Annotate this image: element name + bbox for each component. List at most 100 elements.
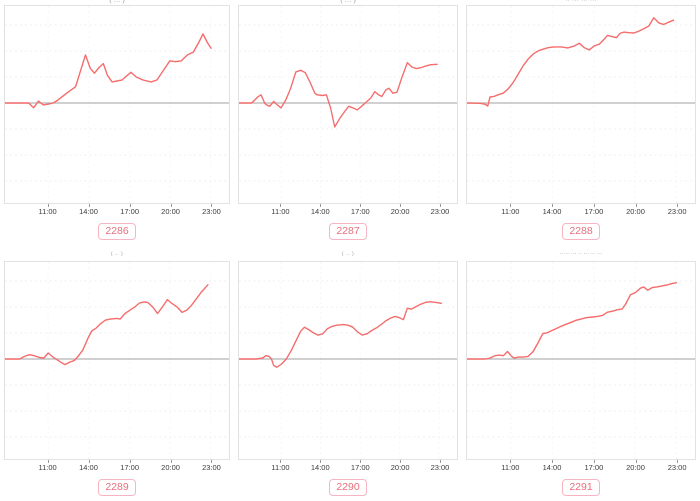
tick-mark bbox=[552, 204, 554, 207]
tick-mark bbox=[439, 204, 441, 207]
tick-mark bbox=[129, 460, 131, 463]
tick-label: 17:00 bbox=[350, 207, 370, 216]
chart-id-badge-2289[interactable]: 2289 bbox=[98, 478, 136, 496]
chart-id-badge-2291[interactable]: 2291 bbox=[562, 478, 600, 496]
tick-mark bbox=[280, 204, 282, 207]
tick-label: 14:00 bbox=[79, 463, 98, 472]
tick-mark bbox=[47, 460, 49, 463]
series-line bbox=[467, 282, 678, 360]
tick-mark bbox=[170, 460, 172, 463]
chart-id-badge-2288[interactable]: 2288 bbox=[562, 222, 600, 240]
tick-label: 11:00 bbox=[501, 463, 520, 472]
tick-mark bbox=[129, 204, 131, 207]
badge-row: 2287 bbox=[234, 217, 462, 245]
tick-label: 20:00 bbox=[626, 463, 645, 472]
chart-id-badge-2286[interactable]: 2286 bbox=[98, 222, 136, 240]
x-axis: 11:00 14:00 17:00 20:00 23:00 bbox=[238, 204, 458, 217]
tick-mark bbox=[677, 204, 679, 207]
chart-plot-area[interactable] bbox=[4, 261, 230, 460]
tick-label: 23:00 bbox=[667, 463, 687, 472]
tick-mark bbox=[552, 460, 554, 463]
x-axis: 11:00 14:00 17:00 20:00 23:00 bbox=[466, 460, 696, 473]
tick-label: 17:00 bbox=[120, 463, 140, 472]
tick-mark bbox=[320, 460, 322, 463]
chart-plot-area[interactable] bbox=[466, 5, 696, 204]
series-line bbox=[239, 301, 442, 368]
tick-mark bbox=[211, 460, 213, 463]
tick-label: 23:00 bbox=[430, 207, 450, 216]
tick-mark bbox=[439, 460, 441, 463]
tick-mark bbox=[211, 204, 213, 207]
chart-title: ( … ) bbox=[111, 251, 123, 256]
tick-label: 17:00 bbox=[584, 463, 604, 472]
tick-mark bbox=[88, 204, 90, 207]
chart-plot-area[interactable] bbox=[238, 261, 458, 460]
chart-panel-2290: ( … ) 11:00 14:00 17:00 20:00 23:00 2290 bbox=[234, 245, 462, 501]
line-chart-svg bbox=[239, 262, 457, 459]
badge-row: 2288 bbox=[462, 217, 700, 245]
chart-id-badge-2287[interactable]: 2287 bbox=[329, 222, 367, 240]
chart-panel-2289: ( … ) 11:00 14:00 17:00 20:00 23:00 2289 bbox=[0, 245, 234, 501]
tick-label: 11:00 bbox=[38, 207, 57, 216]
tick-mark bbox=[400, 460, 402, 463]
chart-title: ( … ) bbox=[340, 0, 356, 4]
chart-plot-area[interactable] bbox=[466, 261, 696, 460]
tick-label: 14:00 bbox=[310, 207, 330, 216]
series-line bbox=[5, 33, 212, 109]
chart-panel-2288: ·· ··· ··· ··· 11:00 14:00 17:00 20:00 23:00… bbox=[462, 0, 700, 245]
tick-label: 20:00 bbox=[161, 207, 180, 216]
tick-mark bbox=[280, 460, 282, 463]
tick-mark bbox=[677, 460, 679, 463]
tick-label: 11:00 bbox=[38, 463, 57, 472]
line-chart-svg bbox=[5, 262, 229, 459]
tick-label: 17:00 bbox=[120, 207, 140, 216]
tick-label: 23:00 bbox=[430, 463, 450, 472]
tick-label: 23:00 bbox=[202, 207, 221, 216]
tick-mark bbox=[47, 204, 49, 207]
series-line bbox=[467, 17, 675, 107]
chart-id-badge-2290[interactable]: 2290 bbox=[329, 478, 367, 496]
tick-mark bbox=[400, 204, 402, 207]
chart-title: ·· ··· ··· ··· bbox=[565, 0, 597, 4]
chart-title: ( … ) bbox=[109, 0, 125, 4]
tick-mark bbox=[320, 204, 322, 207]
tick-label: 20:00 bbox=[626, 207, 645, 216]
chart-panel-2287: ( … ) 11:00 14:00 17:00 20:00 23:00 2287 bbox=[234, 0, 462, 245]
tick-label: 20:00 bbox=[390, 207, 410, 216]
line-chart-svg bbox=[5, 6, 229, 203]
tick-label: 23:00 bbox=[202, 463, 221, 472]
chart-panel-2286: ( … ) 11:00 14:00 17:00 20:00 23:00 2286 bbox=[0, 0, 234, 245]
tick-mark bbox=[635, 204, 637, 207]
tick-mark bbox=[635, 460, 637, 463]
tick-label: 11:00 bbox=[501, 207, 520, 216]
tick-label: 23:00 bbox=[667, 207, 687, 216]
chart-title: ( … ) bbox=[342, 251, 354, 256]
chart-plot-area[interactable] bbox=[238, 5, 458, 204]
tick-mark bbox=[593, 460, 595, 463]
tick-mark bbox=[510, 204, 512, 207]
badge-row: 2289 bbox=[0, 473, 234, 501]
tick-label: 14:00 bbox=[310, 463, 330, 472]
tick-mark bbox=[510, 460, 512, 463]
tick-mark bbox=[170, 204, 172, 207]
tick-label: 11:00 bbox=[271, 207, 290, 216]
tick-label: 14:00 bbox=[542, 207, 562, 216]
chart-plot-area[interactable] bbox=[4, 5, 230, 204]
series-line bbox=[5, 284, 209, 366]
line-chart-svg bbox=[467, 6, 695, 203]
x-axis: 11:00 14:00 17:00 20:00 23:00 bbox=[4, 204, 230, 217]
tick-label: 11:00 bbox=[271, 463, 290, 472]
tick-label: 17:00 bbox=[350, 463, 370, 472]
tick-mark bbox=[593, 204, 595, 207]
badge-row: 2290 bbox=[234, 473, 462, 501]
series-line bbox=[239, 62, 438, 128]
tick-mark bbox=[88, 460, 90, 463]
tick-label: 14:00 bbox=[79, 207, 98, 216]
chart-panel-2291: --·-- ·-- ·- --· -- ·-- 11:00 14:00 17:00 2… bbox=[462, 245, 700, 501]
tick-label: 20:00 bbox=[161, 463, 180, 472]
tick-mark bbox=[360, 460, 362, 463]
tick-label: 17:00 bbox=[584, 207, 604, 216]
tick-label: 14:00 bbox=[542, 463, 562, 472]
x-axis: 11:00 14:00 17:00 20:00 23:00 bbox=[238, 460, 458, 473]
